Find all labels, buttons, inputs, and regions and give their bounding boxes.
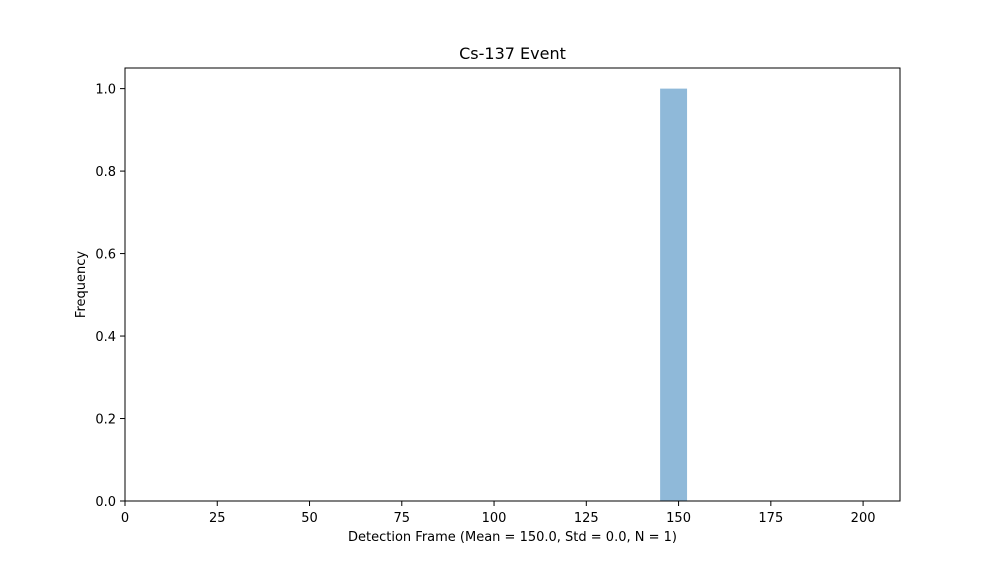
x-tick-label: 25 bbox=[209, 511, 226, 526]
y-tick-label: 0.0 bbox=[95, 495, 116, 510]
histogram-bar-0 bbox=[660, 88, 688, 501]
bars-group bbox=[660, 88, 688, 501]
x-tick-label: 175 bbox=[758, 511, 783, 526]
plot-frame bbox=[124, 67, 901, 502]
y-tick-label: 0.4 bbox=[95, 330, 116, 345]
x-tick-label: 150 bbox=[666, 511, 691, 526]
x-tick-label: 200 bbox=[851, 511, 876, 526]
x-axis-ticks: 0 25 50 75 100 125 150 175 200 bbox=[121, 501, 876, 526]
x-tick-label: 0 bbox=[121, 511, 129, 526]
x-axis-label: Detection Frame (Mean = 150.0, Std = 0.0… bbox=[348, 530, 677, 545]
x-tick-label: 125 bbox=[574, 511, 599, 526]
chart-title: Cs-137 Event bbox=[459, 44, 566, 63]
y-tick-label: 0.2 bbox=[95, 413, 116, 428]
x-tick-label: 50 bbox=[301, 511, 318, 526]
y-axis-label: Frequency bbox=[74, 251, 89, 318]
x-tick-label: 75 bbox=[394, 511, 411, 526]
x-tick-label: 100 bbox=[482, 511, 507, 526]
y-tick-label: 0.8 bbox=[95, 165, 116, 180]
y-axis-ticks: 0.0 0.2 0.4 0.6 0.8 1.0 bbox=[95, 83, 125, 510]
y-tick-label: 0.6 bbox=[95, 248, 116, 263]
y-tick-label: 1.0 bbox=[95, 83, 116, 98]
